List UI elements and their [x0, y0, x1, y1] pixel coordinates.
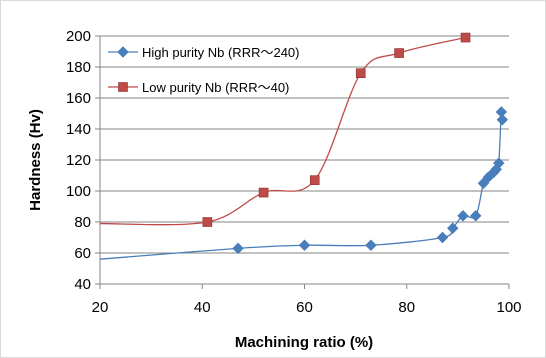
y-axis-label: Hardness (Hv)	[27, 109, 44, 211]
point-s0-1	[298, 239, 311, 252]
point-s0-2	[365, 239, 377, 252]
legend: High purity Nb (RRR〜240) Low purity Nb (R…	[108, 45, 300, 95]
x-tick-label-100: 100	[496, 299, 521, 316]
point-s0-4	[446, 222, 459, 235]
y-tick-label-200: 200	[66, 28, 91, 45]
x-tick-label-80: 80	[398, 299, 415, 316]
legend-label-0: High purity Nb (RRR〜240)	[142, 45, 300, 60]
point-s1-2	[309, 175, 320, 185]
y-tick-label-140: 140	[66, 121, 91, 138]
y-tick-label-160: 160	[66, 90, 91, 107]
legend-item-1: Low purity Nb (RRR〜40)	[108, 80, 289, 95]
y-tick-label-100: 100	[66, 183, 91, 200]
series-line-1	[99, 36, 466, 226]
point-s0-0	[232, 242, 244, 255]
x-tick-label-60: 60	[296, 299, 313, 316]
point-s0-5	[457, 209, 469, 222]
point-s1-0	[202, 217, 213, 227]
point-s1-3	[355, 68, 366, 78]
x-tick-label-20: 20	[92, 299, 109, 316]
point-s1-1	[258, 187, 269, 198]
x-axis-label: Machining ratio (%)	[235, 334, 373, 351]
y-tick-label-40: 40	[74, 276, 91, 293]
legend-marker-1	[118, 82, 128, 92]
series-layer	[99, 32, 509, 260]
point-s0-3	[436, 231, 449, 244]
legend-item-0: High purity Nb (RRR〜240)	[108, 45, 300, 60]
y-tick-label-80: 80	[74, 214, 91, 231]
series-0	[99, 106, 509, 260]
y-tick-label-120: 120	[66, 152, 91, 169]
point-s0-11	[492, 157, 505, 169]
legend-marker-0	[117, 46, 129, 58]
x-tick-label-40: 40	[194, 299, 211, 316]
point-s1-5	[460, 32, 471, 43]
point-s0-6	[469, 209, 482, 222]
point-s1-4	[394, 48, 404, 58]
y-tick-label-60: 60	[74, 245, 91, 262]
series-1	[99, 32, 471, 227]
legend-label-1: Low purity Nb (RRR〜40)	[142, 80, 289, 95]
y-tick-label-180: 180	[66, 59, 91, 76]
point-s0-13	[496, 113, 509, 126]
